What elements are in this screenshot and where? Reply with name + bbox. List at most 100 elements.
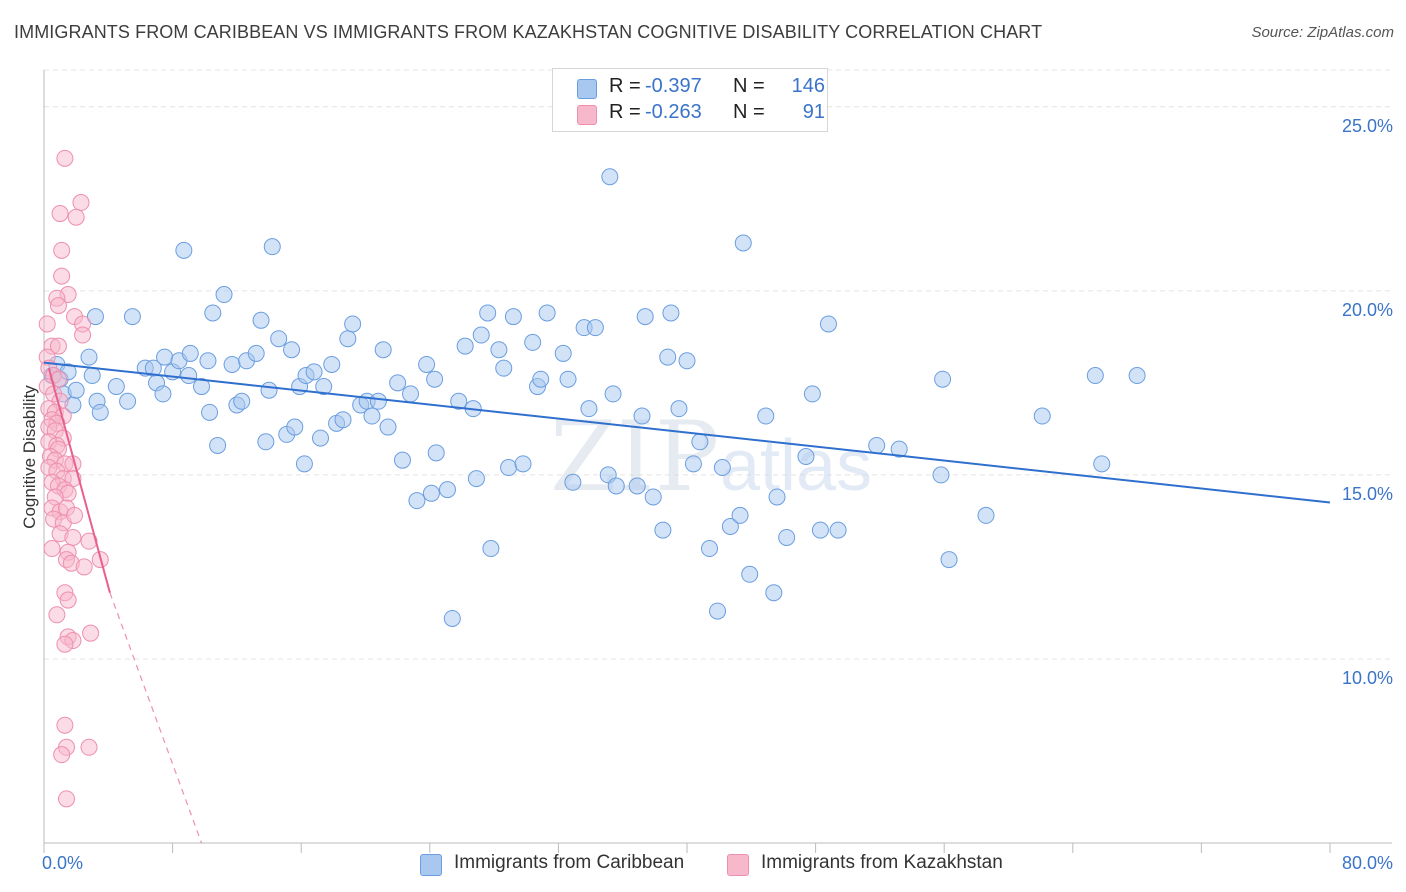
caribbean-point xyxy=(344,315,362,333)
caribbean-point xyxy=(334,411,352,429)
caribbean-point xyxy=(233,392,251,410)
caribbean-point xyxy=(811,521,829,539)
caribbean-point xyxy=(1086,367,1104,385)
caribbean-point xyxy=(628,477,646,495)
caribbean-point xyxy=(741,565,759,583)
caribbean-point xyxy=(633,407,651,425)
caribbean-point xyxy=(490,341,508,359)
caribbean-point xyxy=(890,440,908,458)
caribbean-point xyxy=(67,381,85,399)
caribbean-point xyxy=(768,488,786,506)
caribbean-point xyxy=(339,330,357,348)
y-tick-label: 20.0% xyxy=(1342,300,1393,320)
caribbean-point xyxy=(408,492,426,510)
caribbean-point xyxy=(607,477,625,495)
caribbean-point xyxy=(283,341,301,359)
caribbean-point xyxy=(450,392,468,410)
caribbean-point xyxy=(713,459,731,477)
caribbean-point xyxy=(778,528,796,546)
series-label-caribbean: Immigrants from Caribbean xyxy=(454,852,685,873)
caribbean-point xyxy=(80,348,98,366)
caribbean-point xyxy=(709,602,727,620)
caribbean-point xyxy=(868,436,886,454)
caribbean-point xyxy=(402,385,420,403)
caribbean-point xyxy=(209,436,227,454)
caribbean-point xyxy=(479,304,497,322)
kazakhstan-point xyxy=(80,738,98,756)
legend-n-value: 146 xyxy=(791,75,825,97)
caribbean-point xyxy=(427,444,445,462)
kazakhstan-point xyxy=(75,558,93,576)
caribbean-point xyxy=(500,459,518,477)
caribbean-point xyxy=(422,484,440,502)
caribbean-point xyxy=(524,333,542,351)
caribbean-point xyxy=(559,370,577,388)
caribbean-point xyxy=(757,407,775,425)
caribbean-point xyxy=(644,488,662,506)
caribbean-point xyxy=(263,238,281,256)
caribbean-point xyxy=(977,506,995,524)
caribbean-point xyxy=(315,378,333,396)
legend-swatch-pink xyxy=(577,105,597,125)
kazakhstan-point xyxy=(59,591,77,609)
kazakhstan-point xyxy=(64,528,82,546)
kazakhstan-point xyxy=(82,624,100,642)
caribbean-point xyxy=(721,517,739,535)
kazakhstan-point xyxy=(49,297,67,315)
trend-layer xyxy=(43,361,1331,844)
caribbean-point xyxy=(819,315,837,333)
series-label-kazakhstan: Immigrants from Kazakhstan xyxy=(761,852,1003,873)
caribbean-point xyxy=(418,355,436,373)
kazakhstan-point xyxy=(38,315,56,333)
caribbean-point xyxy=(295,455,313,473)
caribbean-point xyxy=(670,400,688,418)
caribbean-point xyxy=(257,433,275,451)
caribbean-point xyxy=(934,370,952,388)
caribbean-point xyxy=(311,429,329,447)
caribbean-point xyxy=(514,455,532,473)
caribbean-point xyxy=(379,418,397,436)
kazakhstan-point xyxy=(56,149,74,167)
caribbean-point xyxy=(467,470,485,488)
caribbean-point xyxy=(1128,367,1146,385)
caribbean-point xyxy=(181,344,199,362)
kazakhstan-point xyxy=(53,241,71,259)
caribbean-point xyxy=(829,521,847,539)
caribbean-point xyxy=(701,540,719,558)
series-swatch-blue xyxy=(420,854,442,876)
caribbean-point xyxy=(389,374,407,392)
caribbean-point xyxy=(438,481,456,499)
caribbean-point xyxy=(654,521,672,539)
legend-n-value: 91 xyxy=(802,101,825,123)
kazakhstan-trend-extension xyxy=(109,592,203,844)
y-axis-label: Cognitive Disability xyxy=(20,385,39,529)
kazakhstan-point xyxy=(49,337,67,355)
legend-r-label: R = xyxy=(609,75,641,97)
x-tick-label-max: 80.0% xyxy=(1342,853,1393,873)
kazakhstan-point xyxy=(53,267,71,285)
caribbean-point xyxy=(659,348,677,366)
caribbean-point xyxy=(1093,455,1111,473)
caribbean-point xyxy=(662,304,680,322)
kazakhstan-point xyxy=(53,746,71,764)
caribbean-point xyxy=(765,584,783,602)
caribbean-point xyxy=(604,385,622,403)
caribbean-point xyxy=(538,304,556,322)
caribbean-point xyxy=(472,326,490,344)
legend-r-value: -0.397 xyxy=(645,75,702,97)
caribbean-point xyxy=(107,378,125,396)
caribbean-point xyxy=(201,403,219,421)
caribbean-point xyxy=(495,359,513,377)
legend-n-label: N = xyxy=(733,75,765,97)
caribbean-point xyxy=(286,418,304,436)
kazakhstan-point xyxy=(48,606,66,624)
caribbean-point xyxy=(86,308,104,326)
y-tick-label: 10.0% xyxy=(1342,668,1393,688)
caribbean-point xyxy=(803,385,821,403)
caribbean-trend-line xyxy=(43,361,1331,504)
kazakhstan-point xyxy=(51,205,69,223)
caribbean-point xyxy=(369,392,387,410)
caribbean-point xyxy=(580,400,598,418)
caribbean-point xyxy=(305,363,323,381)
caribbean-point xyxy=(456,337,474,355)
